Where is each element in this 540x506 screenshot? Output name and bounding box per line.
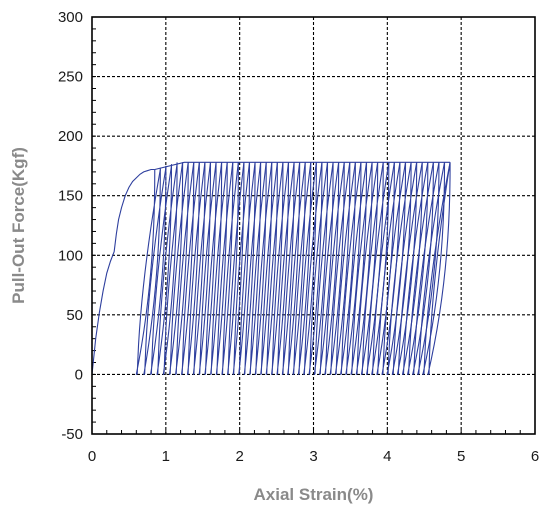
hysteresis-loop xyxy=(221,162,239,375)
hysteresis-loop xyxy=(297,162,317,375)
x-tick-label: 1 xyxy=(162,448,170,465)
hysteresis-loop xyxy=(249,162,267,375)
hysteresis-loop xyxy=(227,162,245,375)
hysteresis-loop xyxy=(386,162,412,375)
hysteresis-loop xyxy=(287,162,306,375)
initial-loading-curve xyxy=(91,168,155,375)
x-tick-label: 6 xyxy=(531,448,539,465)
cyclic-curve xyxy=(91,161,451,375)
hysteresis-loop xyxy=(204,162,223,375)
hysteresis-loop xyxy=(340,162,362,375)
hysteresis-loop xyxy=(135,169,161,375)
hysteresis-loop xyxy=(271,162,290,375)
hysteresis-loop xyxy=(260,162,278,375)
hysteresis-loop xyxy=(150,165,173,375)
hysteresis-loop xyxy=(360,162,384,375)
hysteresis-loop xyxy=(345,162,368,375)
x-tick-label: 5 xyxy=(457,448,465,465)
hysteresis-loop xyxy=(168,162,189,375)
hysteresis-loop xyxy=(254,162,273,375)
hysteresis-loop xyxy=(181,162,200,375)
hysteresis-loop xyxy=(324,162,345,375)
hysteresis-loop xyxy=(186,162,206,375)
hysteresis-loop xyxy=(143,167,167,375)
hysteresis-loop xyxy=(308,162,329,375)
y-tick-label: 300 xyxy=(58,9,83,26)
hysteresis-loop xyxy=(396,162,423,375)
y-axis-title: Pull-Out Force(Kgf) xyxy=(9,147,28,304)
y-tick-label: 0 xyxy=(75,366,83,383)
y-tick-label: 100 xyxy=(58,247,83,264)
hysteresis-loop xyxy=(391,162,418,375)
hysteresis-loop xyxy=(422,162,451,375)
y-tick-label: 200 xyxy=(58,128,83,145)
hysteresis-loop xyxy=(156,164,178,375)
hysteresis-loop xyxy=(350,162,373,375)
hysteresis-loop xyxy=(215,162,234,375)
hysteresis-loop xyxy=(265,162,284,375)
hysteresis-loop xyxy=(162,162,184,375)
hysteresis-loop xyxy=(381,162,407,375)
plot-frame xyxy=(91,16,536,435)
hysteresis-loop xyxy=(313,162,334,375)
x-tick-label: 4 xyxy=(383,448,391,465)
hysteresis-loop xyxy=(192,162,212,375)
hysteresis-loop xyxy=(427,162,451,375)
x-tick-label: 3 xyxy=(309,448,317,465)
hysteresis-loop xyxy=(292,162,312,375)
hysteresis-loop xyxy=(366,162,390,375)
hysteresis-loop xyxy=(401,162,429,375)
grid-lines xyxy=(91,16,536,435)
hysteresis-loop xyxy=(303,162,323,375)
hysteresis-loop xyxy=(238,162,256,375)
hysteresis-loop xyxy=(412,162,440,375)
peak-envelope xyxy=(154,161,451,171)
hysteresis-loop xyxy=(355,162,379,375)
y-tick-label: 250 xyxy=(58,69,83,86)
x-tick-labels: 0 1 2 3 4 5 6 xyxy=(88,448,539,465)
y-tick-label: 150 xyxy=(58,188,83,205)
hysteresis-loop xyxy=(232,162,251,375)
x-tick-label: 0 xyxy=(88,448,96,465)
hysteresis-loop xyxy=(334,162,356,375)
y-tick-label: -50 xyxy=(61,426,83,443)
hysteresis-loop xyxy=(329,162,351,375)
hysteresis-loop xyxy=(198,162,217,375)
hysteresis-loop xyxy=(407,162,434,375)
hysteresis-loop xyxy=(319,162,340,375)
hysteresis-loop xyxy=(210,162,228,375)
hysteresis-loop xyxy=(281,162,301,375)
y-tick-labels: -50 0 50 100 150 200 250 300 xyxy=(58,9,83,443)
y-tick-label: 50 xyxy=(66,307,83,324)
hysteresis-loop xyxy=(243,162,262,375)
hysteresis-loop xyxy=(376,162,401,375)
hysteresis-loop xyxy=(371,162,395,375)
x-tick-label: 2 xyxy=(235,448,243,465)
x-axis-title: Axial Strain(%) xyxy=(254,485,374,504)
hysteresis-loop xyxy=(276,162,295,375)
hysteresis-loop xyxy=(175,162,195,375)
